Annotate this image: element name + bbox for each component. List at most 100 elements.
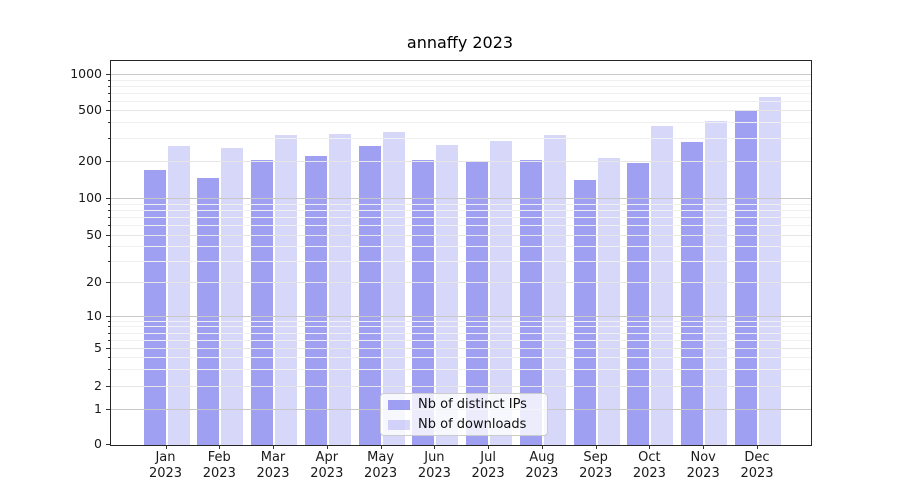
- gridline-60-minor: [111, 225, 811, 227]
- x-axis-tick-nov: [703, 445, 705, 449]
- y-axis-minor-tick-300: [107, 138, 110, 140]
- x-axis-tick-dec: [757, 445, 758, 449]
- gridline-100-major: [111, 198, 811, 199]
- y-axis-minor-tick-30: [107, 261, 110, 263]
- x-axis-tick-sep: [595, 445, 597, 449]
- x-axis-tick-apr: [326, 445, 328, 449]
- y-axis-minor-tick-900: [107, 79, 110, 81]
- bar-distinct-ips-sep: [573, 179, 596, 445]
- gridline-700-minor: [111, 92, 811, 94]
- y-axis-minor-tick-60: [107, 225, 110, 227]
- bar-distinct-ips-jun: [412, 159, 435, 445]
- x-axis-label-feb: Feb 2023: [202, 450, 236, 481]
- bar-distinct-ips-mar: [251, 159, 274, 445]
- bar-distinct-ips-feb: [197, 177, 220, 445]
- legend-swatch-distinct-ips: [388, 399, 410, 410]
- y-axis-minor-tick-70: [107, 217, 110, 218]
- x-axis-tick-feb: [219, 445, 221, 449]
- x-axis-label-jan: Jan 2023: [148, 450, 183, 481]
- gridline-3-minor: [111, 369, 811, 371]
- y-axis-tick-1: [106, 408, 110, 410]
- y-axis-minor-tick-400: [107, 122, 110, 124]
- y-axis-tick-label-100: 100: [78, 190, 102, 205]
- y-axis-minor-tick-3: [107, 369, 110, 371]
- gridline-900-minor: [111, 79, 811, 81]
- bar-distinct-ips-jul: [466, 161, 489, 445]
- gridline-800-minor: [111, 85, 811, 87]
- gridline-300-minor: [111, 138, 811, 140]
- gridline-80-minor: [111, 209, 811, 211]
- gridline-8-minor: [111, 326, 811, 328]
- gridline-10-major: [111, 316, 811, 317]
- y-axis-tick-label-200: 200: [78, 152, 102, 168]
- gridline-200-mid: [111, 160, 811, 162]
- y-axis-tick-0: [106, 444, 110, 445]
- y-axis-tick-label-10: 10: [86, 308, 102, 323]
- bar-distinct-ips-oct: [627, 163, 650, 445]
- bar-downloads-oct: [651, 126, 674, 445]
- x-axis-label-may: May 2023: [364, 450, 398, 481]
- x-axis-label-mar: Mar 2023: [256, 450, 290, 481]
- bar-downloads-feb: [221, 148, 244, 445]
- y-axis-minor-tick-90: [107, 203, 110, 205]
- gridline-20-mid: [111, 282, 811, 283]
- y-axis-tick-label-2: 2: [94, 378, 102, 393]
- x-axis-tick-aug: [541, 445, 543, 449]
- y-axis-tick-2: [106, 386, 110, 387]
- y-axis-tick-label-1: 1: [94, 400, 102, 416]
- y-axis-tick-label-500: 500: [78, 102, 102, 117]
- gridline-400-minor: [111, 122, 811, 124]
- y-axis-minor-tick-40: [107, 246, 110, 248]
- gridline-50-mid: [111, 235, 811, 236]
- y-axis-tick-label-1000: 1000: [70, 66, 102, 81]
- gridline-9-minor: [111, 320, 811, 322]
- bar-downloads-dec: [758, 97, 781, 445]
- x-axis-tick-mar: [273, 445, 274, 449]
- plot-area: Nb of distinct IPs Nb of downloads: [110, 60, 812, 446]
- chart-title: annaffy 2023: [406, 33, 514, 52]
- y-axis-tick-100: [106, 198, 110, 199]
- legend-swatch-downloads: [388, 419, 410, 430]
- gridline-7-minor: [111, 332, 811, 334]
- bar-distinct-ips-jan: [143, 169, 166, 445]
- y-axis-minor-tick-4: [107, 357, 110, 359]
- x-axis-label-oct: Oct 2023: [632, 450, 666, 481]
- gridline-2-mid: [111, 386, 811, 387]
- y-axis-tick-1000: [106, 74, 110, 75]
- y-axis-minor-tick-800: [107, 85, 110, 87]
- bar-distinct-ips-may: [358, 146, 381, 445]
- y-axis-minor-tick-7: [107, 332, 110, 334]
- y-axis-minor-tick-600: [107, 100, 110, 102]
- bar-downloads-apr: [328, 133, 351, 445]
- y-axis-tick-label-50: 50: [86, 227, 102, 242]
- y-axis-tick-50: [106, 235, 110, 236]
- y-axis-tick-5: [106, 348, 110, 349]
- gridline-4-minor: [111, 357, 811, 359]
- y-axis-minor-tick-80: [107, 209, 110, 211]
- legend: Nb of distinct IPs Nb of downloads: [380, 393, 548, 436]
- gridline-1000-major: [111, 74, 811, 75]
- gridline-90-minor: [111, 203, 811, 205]
- x-axis-label-nov: Nov 2023: [686, 450, 720, 481]
- y-axis-minor-tick-9: [107, 320, 110, 322]
- bar-distinct-ips-apr: [304, 156, 327, 445]
- gridline-600-minor: [111, 100, 811, 102]
- y-axis-tick-label-0: 0: [94, 436, 102, 451]
- legend-row-downloads: Nb of downloads: [381, 415, 547, 435]
- x-axis-tick-jul: [488, 445, 490, 449]
- x-axis-label-sep: Sep 2023: [579, 450, 613, 481]
- y-axis-minor-tick-8: [107, 326, 110, 328]
- y-axis-tick-label-20: 20: [86, 274, 102, 289]
- y-axis-minor-tick-700: [107, 92, 110, 94]
- bar-downloads-aug: [543, 134, 566, 445]
- legend-label-downloads: Nb of downloads: [418, 417, 527, 432]
- gridline-6-minor: [111, 339, 811, 341]
- x-axis-tick-jan: [165, 445, 167, 449]
- x-axis-label-apr: Apr 2023: [310, 450, 344, 481]
- y-axis-tick-200: [106, 160, 110, 162]
- bar-distinct-ips-dec: [734, 111, 757, 445]
- bar-downloads-sep: [597, 157, 620, 445]
- gridline-30-minor: [111, 261, 811, 263]
- bar-downloads-mar: [275, 134, 298, 445]
